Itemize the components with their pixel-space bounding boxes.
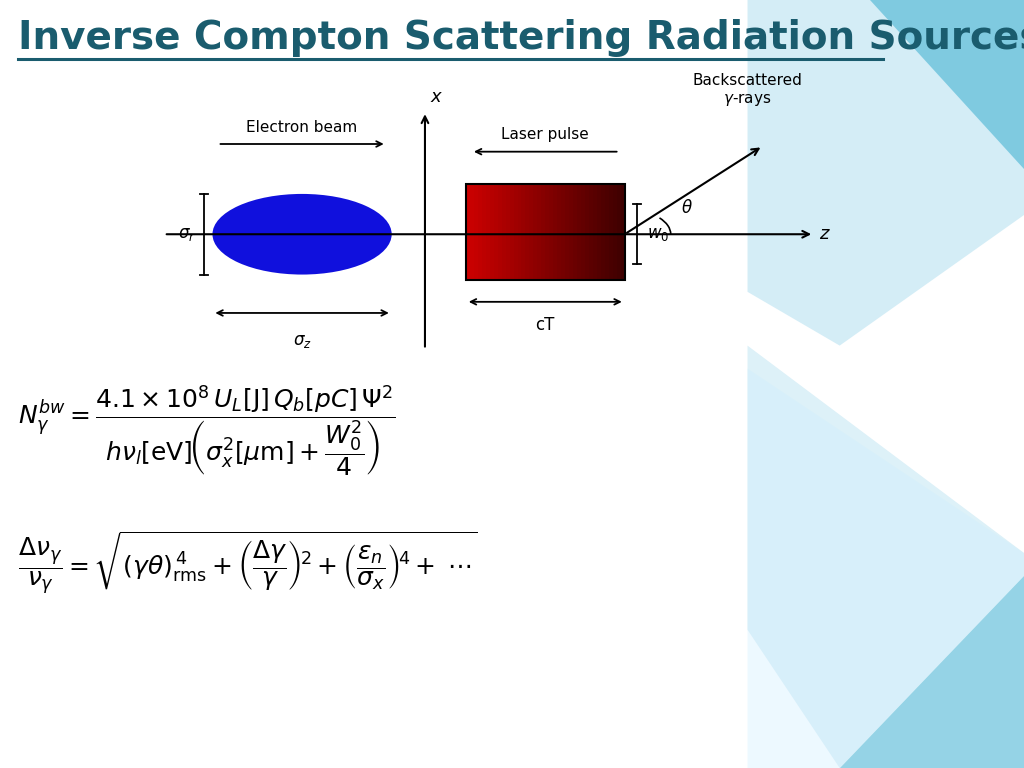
Bar xyxy=(605,184,609,280)
Bar xyxy=(608,184,613,280)
Bar xyxy=(557,184,562,280)
Bar xyxy=(478,184,483,280)
Bar xyxy=(573,184,578,280)
Bar xyxy=(517,184,522,280)
Bar xyxy=(474,184,479,280)
Bar xyxy=(510,184,515,280)
Polygon shape xyxy=(748,369,1024,768)
Bar xyxy=(569,184,574,280)
Bar xyxy=(470,184,475,280)
Text: $\dfrac{\Delta\nu_{\gamma}}{\nu_{\gamma}} = \sqrt{(\gamma\theta)_{\mathrm{rms}}^: $\dfrac{\Delta\nu_{\gamma}}{\nu_{\gamma}… xyxy=(18,530,478,598)
Bar xyxy=(529,184,535,280)
Text: $\theta$: $\theta$ xyxy=(681,200,693,217)
Bar xyxy=(601,184,606,280)
Text: $w_0$: $w_0$ xyxy=(647,225,670,243)
Text: z: z xyxy=(819,225,828,243)
Bar xyxy=(549,184,554,280)
Ellipse shape xyxy=(213,194,391,275)
Bar xyxy=(466,184,471,280)
Bar xyxy=(485,184,490,280)
Bar xyxy=(506,184,511,280)
Bar xyxy=(585,184,590,280)
Text: $\sigma_z$: $\sigma_z$ xyxy=(293,333,311,350)
Text: $\sigma_r$: $\sigma_r$ xyxy=(178,225,196,243)
Text: x: x xyxy=(430,88,440,106)
Text: Laser pulse: Laser pulse xyxy=(502,127,589,143)
Bar xyxy=(597,184,602,280)
Bar xyxy=(534,184,539,280)
Bar xyxy=(466,184,625,280)
Bar xyxy=(545,184,550,280)
Text: cT: cT xyxy=(536,316,555,333)
Bar xyxy=(581,184,586,280)
Bar xyxy=(489,184,495,280)
Text: Electron beam: Electron beam xyxy=(247,120,357,135)
Bar xyxy=(494,184,499,280)
Bar xyxy=(514,184,518,280)
Text: $N_{\gamma}^{bw} = \dfrac{4.1 \times 10^{8}\,U_L[\mathrm{J}]\,Q_b[pC]\,\Psi^2}{h: $N_{\gamma}^{bw} = \dfrac{4.1 \times 10^… xyxy=(18,384,396,479)
Bar xyxy=(498,184,503,280)
Bar xyxy=(616,184,622,280)
Bar xyxy=(578,184,582,280)
Bar xyxy=(561,184,566,280)
Bar xyxy=(482,184,486,280)
Polygon shape xyxy=(870,0,1024,169)
Bar xyxy=(612,184,617,280)
Text: Backscattered
$\gamma$-rays: Backscattered $\gamma$-rays xyxy=(692,73,803,108)
Polygon shape xyxy=(748,346,1024,768)
Bar xyxy=(589,184,594,280)
Bar xyxy=(542,184,547,280)
Polygon shape xyxy=(748,0,1024,346)
Bar xyxy=(593,184,598,280)
Bar xyxy=(525,184,530,280)
Polygon shape xyxy=(840,576,1024,768)
Bar xyxy=(621,184,626,280)
Bar xyxy=(553,184,558,280)
Text: Inverse Compton Scattering Radiation Sources: Inverse Compton Scattering Radiation Sou… xyxy=(18,19,1024,57)
Bar xyxy=(538,184,543,280)
Bar xyxy=(502,184,507,280)
Bar xyxy=(565,184,570,280)
Bar xyxy=(521,184,526,280)
